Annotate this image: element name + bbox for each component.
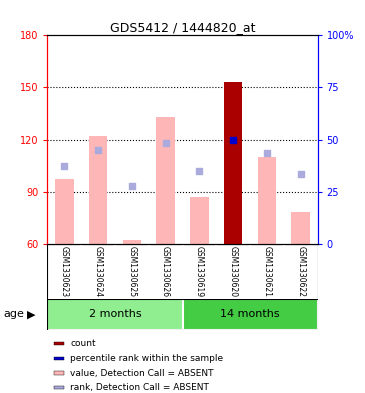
Text: GSM1330624: GSM1330624 xyxy=(93,246,103,297)
Point xyxy=(129,183,135,189)
Bar xyxy=(55,180,74,244)
Text: percentile rank within the sample: percentile rank within the sample xyxy=(70,354,223,363)
Point xyxy=(196,167,202,174)
Text: GSM1330623: GSM1330623 xyxy=(60,246,69,297)
Bar xyxy=(54,371,64,375)
Point xyxy=(163,140,169,146)
Point xyxy=(230,136,236,143)
Title: GDS5412 / 1444820_at: GDS5412 / 1444820_at xyxy=(110,21,255,34)
Point xyxy=(298,171,304,177)
Bar xyxy=(190,197,209,244)
Text: GSM1330619: GSM1330619 xyxy=(195,246,204,297)
Bar xyxy=(182,299,318,330)
Bar xyxy=(89,136,107,244)
Bar xyxy=(54,342,64,345)
Bar xyxy=(156,117,175,244)
Bar xyxy=(291,212,310,244)
Bar xyxy=(54,357,64,360)
Text: ▶: ▶ xyxy=(27,309,36,320)
Point xyxy=(61,162,67,169)
Text: GSM1330625: GSM1330625 xyxy=(127,246,137,297)
Point xyxy=(264,150,270,156)
Bar xyxy=(224,82,242,244)
Point xyxy=(95,147,101,153)
Text: value, Detection Call = ABSENT: value, Detection Call = ABSENT xyxy=(70,369,214,378)
Bar xyxy=(258,157,276,244)
Text: rank, Detection Call = ABSENT: rank, Detection Call = ABSENT xyxy=(70,383,209,392)
Text: GSM1330626: GSM1330626 xyxy=(161,246,170,297)
Bar xyxy=(54,386,64,389)
Bar xyxy=(47,299,182,330)
Text: GSM1330622: GSM1330622 xyxy=(296,246,305,297)
Text: count: count xyxy=(70,339,96,348)
Text: age: age xyxy=(4,309,24,320)
Text: 2 months: 2 months xyxy=(89,309,141,320)
Text: 14 months: 14 months xyxy=(220,309,280,320)
Text: GSM1330620: GSM1330620 xyxy=(228,246,238,297)
Bar xyxy=(123,240,141,244)
Text: GSM1330621: GSM1330621 xyxy=(262,246,272,297)
